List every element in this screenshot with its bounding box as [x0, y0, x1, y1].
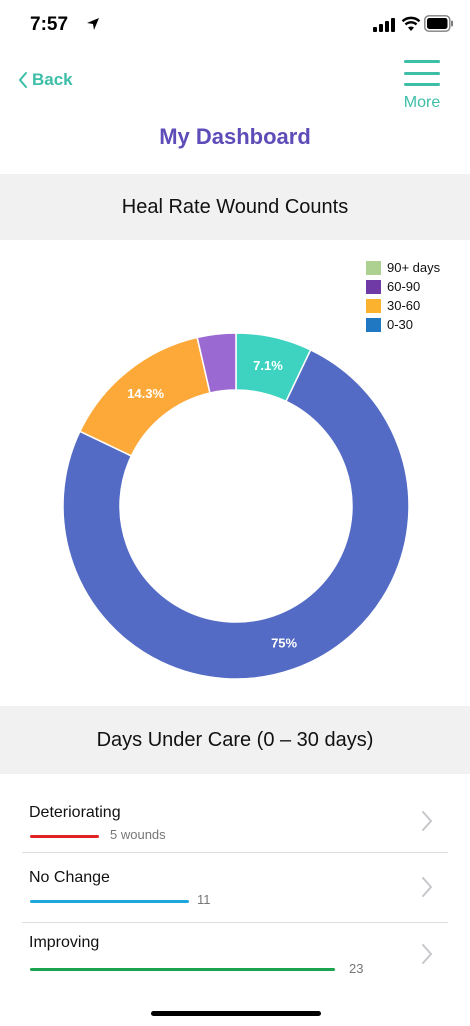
slice-label-0: 7.1% — [253, 358, 283, 373]
legend-item: 0-30 — [366, 315, 440, 334]
row-label: No Change — [29, 869, 110, 886]
row-count: 11 — [197, 892, 211, 907]
legend-label: 90+ days — [387, 260, 441, 275]
row-count: 23 — [349, 961, 364, 976]
row-divider — [22, 922, 448, 923]
donut-chart: 7.1% 75% 14.3% — [0, 240, 470, 706]
chevron-right-icon — [422, 811, 433, 831]
legend-item: 60-90 — [366, 277, 440, 296]
care-section-header: Days Under Care (0 – 30 days) — [0, 706, 470, 774]
donut-slice-3 — [196, 332, 237, 394]
list-row-improving[interactable]: Improving 23 — [0, 928, 470, 998]
slice-label-1: 75% — [271, 635, 297, 650]
row-progress-bar — [30, 968, 335, 971]
donut-slice-1 — [62, 348, 410, 680]
chart-section-title: Heal Rate Wound Counts — [121, 195, 349, 218]
row-divider — [22, 852, 448, 853]
row-label: Deteriorating — [29, 804, 121, 821]
legend-swatch — [366, 260, 381, 275]
more-label: More — [403, 94, 441, 111]
list-row-no-change[interactable]: No Change 11 — [0, 860, 470, 930]
legend-item: 30-60 — [366, 296, 440, 315]
hamburger-menu-icon — [404, 60, 440, 86]
chart-section-header: Heal Rate Wound Counts — [0, 174, 470, 240]
status-bar: 7:57 — [0, 0, 470, 50]
more-menu-button[interactable]: More — [400, 60, 444, 116]
battery-icon — [424, 15, 453, 32]
cellular-signal-icon — [373, 18, 395, 32]
back-label: Back — [32, 70, 73, 89]
care-section-title: Days Under Care (0 – 30 days) — [96, 728, 374, 751]
donut-chart-svg: 7.1% 75% 14.3% — [62, 332, 410, 680]
wifi-icon — [401, 16, 421, 31]
legend-label: 60-90 — [387, 279, 421, 294]
legend-item: 90+ days — [366, 258, 440, 277]
legend-swatch — [366, 298, 381, 313]
legend-label: 0-30 — [387, 317, 414, 332]
chevron-right-icon — [422, 877, 433, 897]
back-button[interactable]: Back — [18, 70, 73, 90]
home-indicator — [151, 1011, 321, 1016]
row-label: Improving — [29, 934, 100, 951]
legend-label: 30-60 — [387, 298, 421, 313]
slice-label-2: 14.3% — [127, 386, 164, 401]
location-arrow-icon — [87, 18, 99, 30]
chevron-left-icon — [18, 72, 27, 88]
row-progress-bar — [30, 835, 99, 838]
status-time: 7:57 — [30, 14, 69, 35]
chevron-right-icon — [422, 944, 433, 964]
legend-swatch — [366, 279, 381, 294]
row-progress-bar — [30, 900, 189, 903]
list-row-deteriorating[interactable]: Deteriorating 5 wounds — [0, 794, 470, 864]
legend-swatch — [366, 317, 381, 332]
page-title: My Dashboard — [159, 124, 311, 149]
row-count: 5 wounds — [110, 827, 166, 842]
chart-legend: 90+ days 60-90 30-60 0-30 — [366, 258, 440, 334]
